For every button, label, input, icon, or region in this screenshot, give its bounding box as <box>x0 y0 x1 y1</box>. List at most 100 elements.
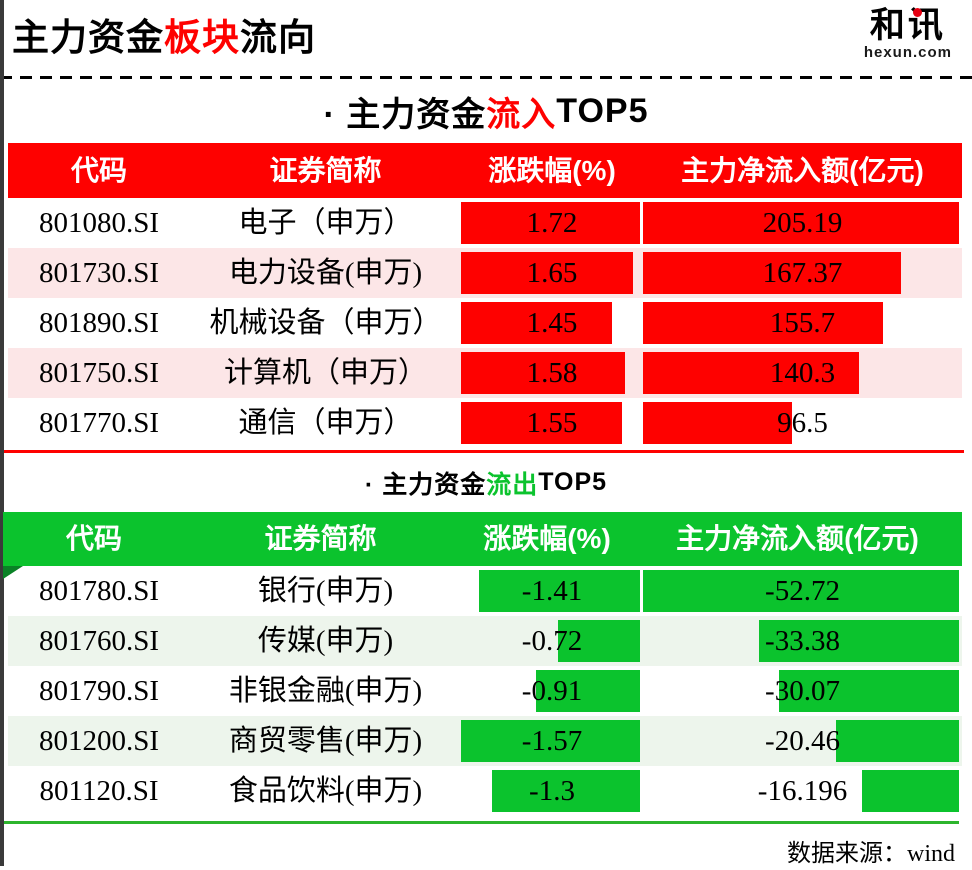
netflow-bar-track <box>643 402 959 444</box>
change-bar-track <box>461 352 640 394</box>
outflow-table-header: 代码 证券简称 涨跌幅(%) 主力净流入额(亿元) <box>3 512 962 566</box>
name-cell: 机械设备（申万） <box>209 307 442 339</box>
change-cell: -1.3 <box>461 766 643 816</box>
code-cell: 801080.SI <box>38 207 160 239</box>
change-bar-track <box>461 252 640 294</box>
change-value: -0.91 <box>521 675 583 707</box>
name-cell: 计算机（申万） <box>223 357 427 389</box>
table-row: 801780.SI 银行(申万) -1.41 -52.72 <box>8 566 962 616</box>
dashed-divider <box>0 76 972 79</box>
netflow-bar <box>643 302 883 344</box>
col-header-netflow: 主力净流入额(亿元) <box>676 523 919 554</box>
inflow-table-header: 代码 证券简称 涨跌幅(%) 主力净流入额(亿元) <box>8 143 962 198</box>
netflow-cell: -33.38 <box>643 616 962 666</box>
netflow-cell: 205.19 <box>643 198 962 248</box>
ribbon-fold-icon <box>3 566 23 579</box>
col-header-change: 涨跌幅(%) <box>488 155 616 186</box>
change-bar <box>536 670 640 712</box>
netflow-bar-track <box>643 202 959 244</box>
netflow-bar <box>758 620 959 662</box>
netflow-bar <box>836 720 959 762</box>
change-value: -1.57 <box>521 725 583 757</box>
change-value: -1.3 <box>529 775 575 807</box>
netflow-value: 205.19 <box>762 207 843 239</box>
name-cell: 电子（申万） <box>238 207 413 239</box>
code-cell: 801890.SI <box>38 307 160 339</box>
change-value: 1.55 <box>526 407 578 439</box>
change-cell: 1.55 <box>461 398 643 448</box>
outflow-table: 代码 证券简称 涨跌幅(%) 主力净流入额(亿元) 801780.SI 银行(申… <box>3 512 962 816</box>
table-row: 801080.SI 电子（申万） 1.72 205.19 <box>8 198 962 248</box>
outflow-table-body: 801780.SI 银行(申万) -1.41 -52.72 801760.SI … <box>8 566 962 816</box>
data-source: 数据来源：wind <box>0 833 972 868</box>
page-title-part2: 流向 <box>240 17 316 58</box>
outflow-title-highlight: 流出 <box>486 470 539 499</box>
change-cell: 1.58 <box>461 348 643 398</box>
netflow-value: -30.07 <box>765 675 840 707</box>
netflow-bar-track <box>643 252 959 294</box>
change-bar-track <box>461 402 640 444</box>
green-divider <box>0 821 959 824</box>
page-title: 主力资金板块流向 <box>12 0 972 60</box>
change-value: 1.58 <box>526 357 578 389</box>
code-cell: 801760.SI <box>38 625 160 657</box>
change-bar <box>479 570 640 612</box>
name-cell: 银行(申万) <box>257 575 394 607</box>
change-bar <box>461 352 626 394</box>
change-bar-track <box>461 770 640 812</box>
red-divider <box>0 450 964 453</box>
netflow-value: -16.196 <box>757 775 848 807</box>
change-bar-track <box>461 302 640 344</box>
inflow-section-title: · 主力资金 流入 TOP5 <box>0 79 972 143</box>
name-cell: 通信（申万） <box>238 407 413 439</box>
change-cell: -1.57 <box>461 716 643 766</box>
code-cell: 801770.SI <box>38 407 160 439</box>
netflow-value: 167.37 <box>762 257 843 289</box>
netflow-bar-track <box>643 670 959 712</box>
change-cell: -1.41 <box>461 566 643 616</box>
change-value: 1.72 <box>526 207 578 239</box>
change-bar <box>491 770 640 812</box>
netflow-cell: 155.7 <box>643 298 962 348</box>
change-cell: 1.45 <box>461 298 643 348</box>
netflow-bar-track <box>643 352 959 394</box>
table-row: 801200.SI 商贸零售(申万) -1.57 -20.46 <box>8 716 962 766</box>
hexun-logo: 和讯 hexun.com <box>864 8 952 60</box>
change-bar <box>461 720 640 762</box>
hexun-logo-url: hexun.com <box>863 44 952 61</box>
netflow-bar <box>778 670 959 712</box>
netflow-bar <box>643 352 860 394</box>
change-bar-track <box>461 570 640 612</box>
table-row: 801730.SI 电力设备(申万) 1.65 167.37 <box>8 248 962 298</box>
inflow-title-suffix: TOP5 <box>556 91 649 130</box>
name-cell: 商贸零售(申万) <box>228 725 423 757</box>
netflow-cell: 96.5 <box>643 398 962 448</box>
page-title-highlight: 板块 <box>164 17 240 58</box>
name-cell: 食品饮料(申万) <box>228 775 423 807</box>
change-value: 1.45 <box>526 307 578 339</box>
code-cell: 801120.SI <box>39 775 159 807</box>
netflow-value: -52.72 <box>765 575 840 607</box>
netflow-bar-track <box>643 620 959 662</box>
table-row: 801760.SI 传媒(申万) -0.72 -33.38 <box>8 616 962 666</box>
inflow-table-body: 801080.SI 电子（申万） 1.72 205.19 801730.SI 电… <box>8 198 962 448</box>
netflow-bar-track <box>643 720 959 762</box>
change-bar <box>461 402 623 444</box>
table-row: 801890.SI 机械设备（申万） 1.45 155.7 <box>8 298 962 348</box>
page-header: 主力资金板块流向 和讯 hexun.com <box>0 0 972 76</box>
netflow-bar <box>643 570 959 612</box>
code-cell: 801200.SI <box>38 725 160 757</box>
col-header-name: 证券简称 <box>264 523 377 554</box>
change-bar <box>461 302 612 344</box>
change-value: -1.41 <box>521 575 583 607</box>
netflow-cell: 167.37 <box>643 248 962 298</box>
col-header-name: 证券简称 <box>269 155 382 186</box>
name-cell: 传媒(申万) <box>257 625 394 657</box>
change-bar-track <box>461 720 640 762</box>
change-value: 1.65 <box>526 257 578 289</box>
table-row: 801750.SI 计算机（申万） 1.58 140.3 <box>8 348 962 398</box>
code-cell: 801780.SI <box>38 575 160 607</box>
netflow-bar-track <box>643 570 959 612</box>
inflow-table: 代码 证券简称 涨跌幅(%) 主力净流入额(亿元) 801080.SI 电子（申… <box>8 143 962 448</box>
outflow-section-title: · 主力资金 流出 TOP5 <box>0 453 972 512</box>
